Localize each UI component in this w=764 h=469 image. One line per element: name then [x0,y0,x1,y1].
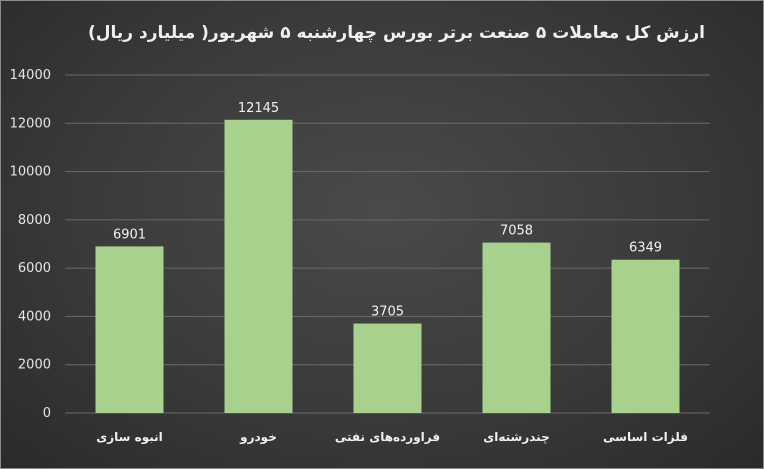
data-label: 6349 [629,241,662,256]
gridlines [65,74,710,414]
bar [482,242,551,413]
y-tick-label: 6000 [18,261,51,276]
data-label: 6901 [113,227,146,242]
x-tick-label: چندرشته‌ای [483,430,549,444]
bar [95,246,164,413]
bar [224,119,293,413]
chart-title: ارزش کل معاملات ۵ صنعت برتر بورس چهارشنب… [88,23,705,43]
y-tick-label: 8000 [18,213,51,228]
bars: 6901 12145 3705 7058 6349 [95,101,680,413]
y-tick-label: 4000 [18,309,51,324]
x-tick-label: فراورده‌های نفتی [335,430,440,445]
y-tick-label: 14000 [10,68,51,83]
y-tick-label: 0 [43,406,51,421]
x-axis: انبوه سازی خودرو فراورده‌های نفتی چندرشته‌ا… [96,430,688,445]
bar [611,259,680,413]
bar [353,323,422,413]
x-tick-label: خودرو [239,430,277,445]
y-axis: 0 2000 4000 6000 8000 10000 12000 14000 [10,68,51,421]
data-label: 3705 [371,305,404,320]
x-tick-label: فلزات اساسی [603,430,688,444]
y-tick-label: 12000 [10,116,51,131]
x-tick-label: انبوه سازی [96,430,163,445]
data-label: 12145 [238,101,279,116]
y-tick-label: 2000 [18,358,51,373]
y-tick-label: 10000 [10,165,51,180]
data-label: 7058 [500,224,533,239]
